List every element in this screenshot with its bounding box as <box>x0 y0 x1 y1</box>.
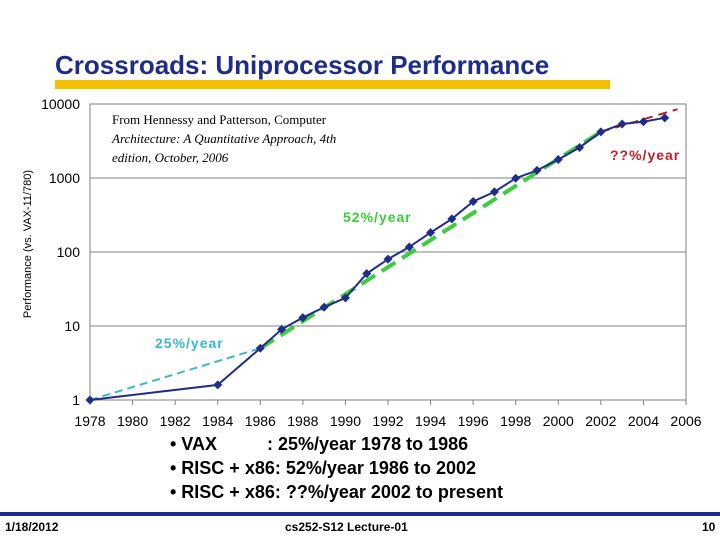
data-point <box>426 228 436 238</box>
data-point <box>340 293 350 303</box>
x-tick-label: 1984 <box>202 413 233 429</box>
source-note-line: Architecture: A Quantitative Approach, 4… <box>111 131 336 146</box>
source-note-line: From Hennessy and Patterson, Computer <box>112 112 327 127</box>
bullet-list: • VAX : 25%/year 1978 to 1986 • RISC + x… <box>170 432 503 504</box>
data-point <box>404 242 414 252</box>
data-point <box>596 127 606 137</box>
data-point <box>617 119 627 129</box>
data-point <box>511 173 521 183</box>
bullet-vax: • VAX : 25%/year 1978 to 1986 <box>170 434 469 454</box>
series-line <box>89 116 665 401</box>
data-point <box>85 395 95 405</box>
footer-course: cs252-S12 Lecture-01 <box>285 520 408 534</box>
data-point <box>532 165 542 175</box>
x-tick-label: 2002 <box>585 413 616 429</box>
data-point <box>638 117 648 127</box>
y-tick-label: 100 <box>57 244 81 260</box>
x-tick-label: 2004 <box>628 413 659 429</box>
trend-line <box>89 347 261 401</box>
data-point <box>277 324 287 334</box>
y-tick-label: 1000 <box>49 170 80 186</box>
trend-line <box>259 130 602 350</box>
x-tick-label: 1990 <box>330 413 361 429</box>
trend-label: 52%/year <box>343 209 412 225</box>
bullet-risc-present: • RISC + x86: ??%/year 2002 to present <box>170 482 503 502</box>
title-underline <box>55 80 610 89</box>
y-tick-label: 1 <box>72 392 80 408</box>
data-point <box>298 313 308 323</box>
data-point <box>553 154 563 164</box>
y-tick-label: 10000 <box>41 96 80 112</box>
data-point <box>383 254 393 264</box>
x-tick-label: 1986 <box>245 413 276 429</box>
slide-title: Crossroads: Uniprocessor Performance <box>55 50 550 80</box>
footer-page-number: 10 <box>702 520 716 534</box>
x-tick-label: 1988 <box>287 413 318 429</box>
x-tick-label: 1982 <box>160 413 191 429</box>
data-point <box>468 197 478 207</box>
data-point <box>489 187 499 197</box>
x-tick-label: 1978 <box>74 413 105 429</box>
data-point <box>362 269 372 279</box>
y-tick-label: 10 <box>64 318 80 334</box>
x-tick-label: 1994 <box>415 413 446 429</box>
x-tick-label: 2006 <box>670 413 701 429</box>
data-point <box>575 142 585 152</box>
x-tick-label: 1998 <box>500 413 531 429</box>
x-tick-label: 1980 <box>117 413 148 429</box>
footer-date: 1/18/2012 <box>5 520 59 534</box>
trend-line <box>600 108 678 133</box>
trend-label: 25%/year <box>155 335 224 351</box>
data-point <box>213 380 223 390</box>
data-point <box>447 214 457 224</box>
data-point <box>660 113 670 123</box>
footer-rule <box>0 512 720 516</box>
source-note-line: edition, October, 2006 <box>112 150 229 165</box>
x-tick-label: 1992 <box>372 413 403 429</box>
x-tick-label: 2000 <box>543 413 574 429</box>
bullet-risc-52: • RISC + x86: 52%/year 1986 to 2002 <box>170 458 476 478</box>
data-point <box>255 343 265 353</box>
x-tick-label: 1996 <box>458 413 489 429</box>
data-point <box>319 302 329 312</box>
trend-label: ??%/year <box>610 147 680 163</box>
